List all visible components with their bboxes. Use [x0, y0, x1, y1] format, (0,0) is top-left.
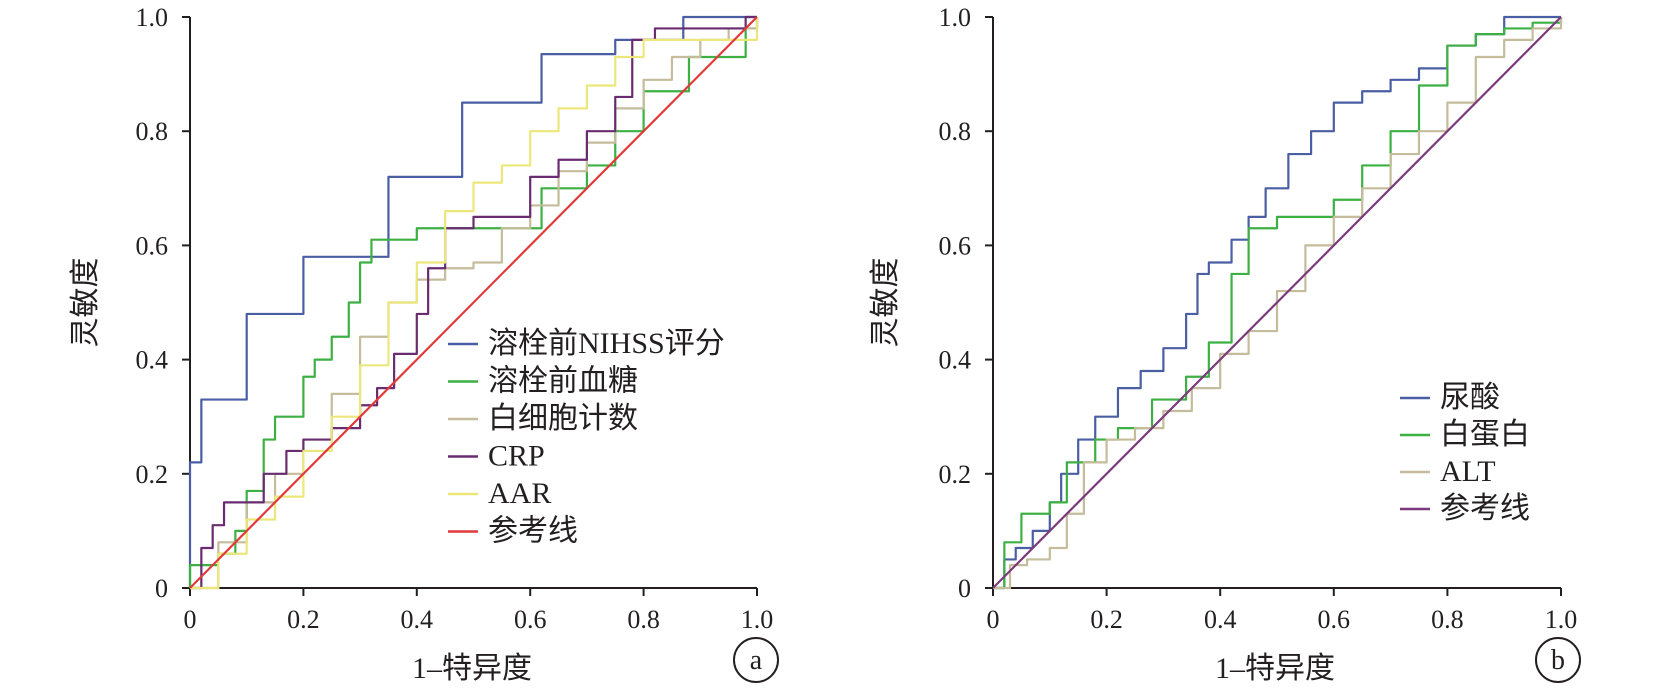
legend-label: 溶栓前NIHSS评分 — [488, 327, 725, 360]
x-tick-label: 0.4 — [1204, 605, 1237, 634]
legend-label: 参考线 — [488, 515, 578, 548]
y-tick-label: 0.6 — [136, 231, 169, 260]
y-tick-label: 0 — [155, 574, 168, 603]
panel-tag-circle — [1535, 637, 1581, 683]
x-axis-title: 1–特异度 — [412, 652, 532, 685]
x-tick-label: 0 — [184, 605, 197, 634]
series-line-3 — [190, 15, 757, 590]
series-line-5 — [189, 16, 758, 589]
legend-label: ALT — [1440, 455, 1496, 488]
series-line-1 — [188, 17, 759, 588]
x-tick-label: 0.2 — [1090, 605, 1123, 634]
x-tick-label: 0.2 — [287, 605, 320, 634]
x-tick-label: 0.4 — [401, 605, 434, 634]
x-tick-label: 0.8 — [1431, 605, 1464, 634]
y-tick-label: 1.0 — [136, 3, 169, 32]
x-tick-label: 0.8 — [627, 605, 660, 634]
series-line-1 — [993, 17, 1563, 590]
legend-label: 白细胞计数 — [488, 402, 638, 435]
y-tick-label: 0.2 — [939, 460, 972, 489]
x-tick-label: 1.0 — [741, 605, 774, 634]
x-tick-label: 0.6 — [1318, 605, 1351, 634]
y-tick-label: 0 — [958, 574, 971, 603]
y-axis-title: 灵敏度 — [869, 258, 902, 348]
x-tick-label: 0 — [987, 605, 1000, 634]
x-tick-label: 0.6 — [514, 605, 547, 634]
legend-label: CRP — [488, 440, 545, 473]
legend-label: AAR — [488, 477, 551, 510]
roc-panel-a: 0 0.2 0.4 0.6 0.8 1.0 0 0.2 0.4 0.6 0.8 1.0 1–特异度 灵敏度… — [69, 3, 779, 685]
y-tick-label: 0.8 — [939, 117, 972, 146]
y-tick-label: 0.6 — [939, 231, 972, 260]
legend-label: 尿酸 — [1440, 381, 1500, 414]
y-tick-label: 0.4 — [136, 346, 169, 375]
series-line-2 — [190, 17, 759, 590]
y-tick-label: 0.2 — [136, 460, 169, 489]
x-axis-title: 1–特异度 — [1215, 652, 1335, 685]
legend-label: 参考线 — [1440, 492, 1530, 525]
series-line-3 — [992, 16, 1562, 589]
y-axis-title: 灵敏度 — [69, 258, 102, 348]
legend-label: 溶栓前血糖 — [488, 365, 638, 398]
panel-tag-label: b — [1551, 645, 1565, 676]
legend-label: 白蛋白 — [1440, 418, 1530, 451]
panel-tag-label: a — [750, 645, 763, 676]
roc-panel-b: 0 0.2 0.4 0.6 0.8 1.0 0 0.2 0.4 0.6 0.8 1.0 1–特异度 灵敏度… — [869, 3, 1581, 685]
y-tick-label: 0.4 — [939, 346, 972, 375]
y-tick-label: 1.0 — [939, 3, 972, 32]
panel-tag-circle — [733, 637, 779, 683]
x-tick-label: 1.0 — [1545, 605, 1578, 634]
y-tick-label: 0.8 — [136, 117, 169, 146]
